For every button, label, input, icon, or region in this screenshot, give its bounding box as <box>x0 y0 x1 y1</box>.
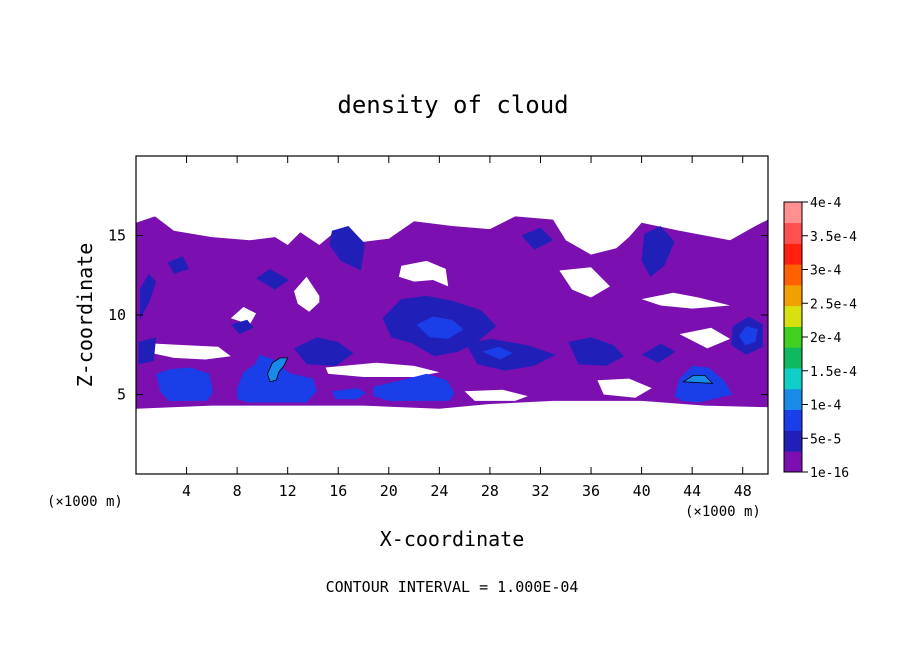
contour-region-level-2 <box>416 316 464 339</box>
colorbar-label: 1.5e-4 <box>810 365 857 380</box>
contour-region-level-1 <box>521 227 554 250</box>
contour-region-level-1 <box>167 256 190 274</box>
contour-region-level-3 <box>682 374 714 384</box>
chart-title: density of cloud <box>337 91 568 119</box>
cloud-free-region <box>597 378 652 398</box>
cloud-free-region <box>152 343 231 360</box>
contour-region-level-1 <box>230 319 254 335</box>
contour-region-level-1 <box>329 226 365 271</box>
colorbar-swatch <box>784 326 802 348</box>
colorbar-swatch <box>784 409 802 431</box>
colorbar-swatch <box>784 347 802 369</box>
x-tick-label: 20 <box>380 482 398 500</box>
contour-region-level-1 <box>641 226 675 277</box>
x-unit-label-right: (×1000 m) <box>685 504 761 520</box>
cloud-free-region <box>641 292 731 309</box>
y-tick-label: 10 <box>108 306 126 324</box>
colorbar-swatch <box>784 202 802 224</box>
x-axis-label: X-coordinate <box>380 527 525 551</box>
x-tick-label: 44 <box>683 482 701 500</box>
cloud-free-region <box>398 260 449 287</box>
colorbar-swatch <box>784 264 802 286</box>
contour-region-level-1 <box>139 273 157 320</box>
contour-region-level-2 <box>738 326 758 346</box>
contour-region-level-1 <box>465 338 556 371</box>
contour-region-level-2 <box>482 346 513 360</box>
colorbar-label: 3e-4 <box>810 264 841 279</box>
contour-region-level-2 <box>331 388 366 400</box>
contour-region-level-1 <box>256 268 289 290</box>
colorbar-swatch <box>784 305 802 327</box>
cloud-free-region <box>294 276 320 312</box>
colorbar-label: 2.5e-4 <box>810 297 857 312</box>
colorbar-label: 1e-4 <box>810 399 841 414</box>
x-tick-label: 16 <box>329 482 347 500</box>
colorbar-swatch <box>784 430 802 452</box>
colorbar-label: 2e-4 <box>810 331 841 346</box>
colorbar-swatch <box>784 285 802 307</box>
x-unit-label-left: (×1000 m) <box>47 494 123 510</box>
x-tick-label: 40 <box>633 482 651 500</box>
contour-region-level-1 <box>138 337 157 365</box>
contour-region-level-2 <box>156 367 214 401</box>
contour-region-level-1 <box>294 337 354 366</box>
colorbar-swatch <box>784 368 802 390</box>
colorbar-label: 1e-16 <box>810 466 849 481</box>
x-tick-label: 12 <box>279 482 297 500</box>
colorbar-swatch <box>784 388 802 410</box>
y-tick-label: 5 <box>117 386 126 404</box>
colorbar: 1e-16 5e-5 1e-4 1.5e-4 2e-4 2.5e-4 3e-4 3.5e-4 4… <box>783 196 857 481</box>
colorbar-swatch <box>784 222 802 244</box>
x-tick-label: 8 <box>233 482 242 500</box>
cloud-free-region <box>679 327 731 349</box>
cloud-free-region <box>559 267 610 298</box>
x-tick-label: 28 <box>481 482 499 500</box>
contour-region-level-2 <box>373 373 455 401</box>
colorbar-label: 3.5e-4 <box>810 230 857 245</box>
contour-interval-note: CONTOUR INTERVAL = 1.000E-04 <box>326 578 579 596</box>
cloud-free-region <box>230 307 257 325</box>
y-axis-label: Z-coordinate <box>73 243 97 388</box>
x-tick-label: 24 <box>430 482 448 500</box>
colorbar-swatch <box>784 243 802 265</box>
contour-region-level-1 <box>568 337 624 366</box>
cloud-free-region <box>325 362 440 377</box>
x-tick-label: 4 <box>182 482 191 500</box>
colorbar-label: 5e-5 <box>810 432 841 447</box>
colorbar-swatch <box>784 451 802 473</box>
contour-region-level-2 <box>674 365 733 403</box>
contour-regions <box>136 216 768 409</box>
y-tick-label: 15 <box>108 227 126 245</box>
x-tick-label: 48 <box>734 482 752 500</box>
contour-region-level-3 <box>267 357 289 383</box>
cloud-free-region <box>464 389 528 401</box>
contour-region-level-1 <box>641 343 676 363</box>
x-tick-label: 32 <box>531 482 549 500</box>
x-tick-label: 36 <box>582 482 600 500</box>
colorbar-label: 4e-4 <box>810 196 841 211</box>
